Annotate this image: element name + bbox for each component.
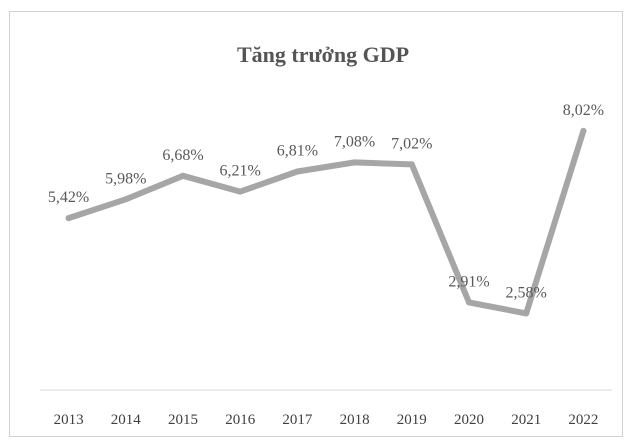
data-point-2018 (351, 159, 358, 166)
x-tick-label-2019: 2019 (397, 412, 427, 428)
data-point-2017 (294, 168, 301, 175)
data-label-2021: 2,58% (506, 284, 547, 301)
data-point-2021 (523, 310, 530, 317)
x-tick-label-layer: 2013 2014 2015 2016 2017 2018 2019 2020 2021 2022 (54, 412, 599, 428)
x-tick-label-2018: 2018 (340, 412, 370, 428)
x-tick-label-2020: 2020 (454, 412, 484, 428)
data-label-2018: 7,08% (334, 133, 375, 150)
data-label-2013: 5,42% (48, 189, 89, 206)
x-tick-label-2015: 2015 (168, 412, 198, 428)
data-point-2019 (408, 161, 415, 168)
series-line (65, 127, 587, 317)
series-layer (65, 127, 587, 317)
data-point-2013 (65, 215, 72, 222)
x-tick-label-2022: 2022 (568, 412, 598, 428)
data-point-2020 (466, 299, 472, 306)
x-tick-label-2017: 2017 (282, 412, 313, 428)
data-label-layer: 5,42% 5,98% 6,68% 6,21% 6,81% 7,08% 7,02% 2,91%… (48, 102, 604, 301)
x-tick-label-2021: 2021 (511, 412, 541, 428)
data-label-2020: 2,91% (448, 273, 489, 290)
data-point-2016 (237, 188, 244, 195)
data-label-2016: 6,21% (220, 163, 261, 180)
chart-title: Tăng trưởng GDP (237, 42, 409, 67)
data-label-2019: 7,02% (391, 135, 432, 152)
x-tick-label-2013: 2013 (54, 412, 84, 428)
data-label-2014: 5,98% (105, 170, 146, 187)
x-tick-label-2014: 2014 (111, 412, 142, 428)
data-point-2022 (580, 127, 587, 134)
data-label-2015: 6,68% (162, 147, 203, 164)
data-point-2015 (180, 172, 186, 179)
chart-frame (9, 11, 623, 437)
data-label-2022: 8,02% (563, 102, 604, 119)
data-label-2017: 6,81% (277, 143, 318, 160)
x-tick-label-2016: 2016 (225, 412, 256, 428)
data-point-2014 (122, 196, 129, 203)
